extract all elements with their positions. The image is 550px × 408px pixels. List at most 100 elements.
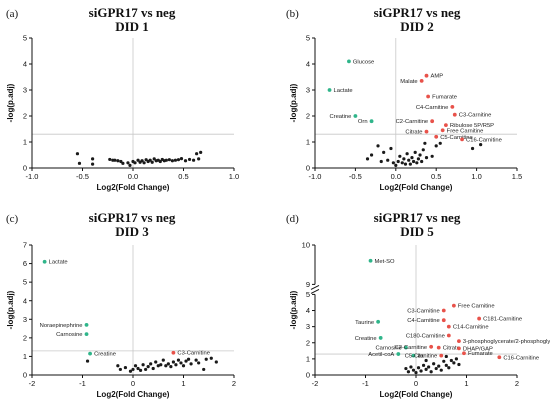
y-tick-label: 1	[23, 138, 27, 147]
y-tick-label: 2	[23, 333, 27, 342]
data-point	[195, 152, 199, 156]
significant-point	[396, 352, 401, 356]
data-point	[411, 368, 416, 372]
point-label: Carnosine	[56, 332, 82, 338]
data-point	[192, 158, 196, 162]
axis-break-mark	[310, 288, 320, 294]
data-point	[173, 158, 178, 162]
data-point	[432, 362, 436, 366]
point-label: C5-Carnitine	[405, 354, 438, 360]
significant-point	[378, 336, 383, 340]
x-tick-label: -1.0	[309, 172, 322, 181]
data-point	[454, 357, 458, 361]
data-point	[138, 368, 143, 372]
significant-point	[446, 324, 451, 329]
data-point	[414, 370, 418, 375]
significant-point	[426, 94, 431, 99]
point-label: Lactate	[334, 88, 353, 94]
y-tick-label: 3	[23, 315, 27, 324]
data-point	[402, 157, 406, 161]
data-point	[379, 159, 383, 164]
y-tick-label: 5	[306, 290, 310, 299]
data-point	[140, 159, 144, 163]
x-tick-label: 0	[414, 379, 418, 388]
x-tick-label: 0	[131, 379, 135, 388]
x-tick-label: 1	[181, 379, 185, 388]
significant-point	[368, 258, 373, 263]
data-point	[427, 365, 431, 369]
data-point	[197, 157, 201, 161]
significant-point	[446, 333, 451, 338]
y-tick-label: 4	[306, 60, 310, 69]
y-tick-label: 4	[23, 60, 27, 69]
data-point	[430, 154, 434, 158]
point-label: Fumarate	[432, 95, 457, 101]
data-point	[91, 157, 95, 161]
panel-label: (a)	[6, 8, 19, 20]
significant-point	[451, 303, 456, 308]
data-point	[406, 370, 411, 374]
data-point	[85, 359, 90, 363]
point-label: C3-Carnitine	[407, 309, 440, 315]
point-label: C3-Carnitine	[177, 351, 210, 357]
data-point	[148, 158, 152, 162]
significant-point	[443, 123, 448, 127]
data-point	[389, 146, 393, 151]
x-tick-label: -1	[362, 379, 369, 388]
point-label: Free Carnitine	[458, 304, 495, 310]
y-tick-label: 2	[306, 338, 310, 347]
x-tick-label: 1.0	[229, 172, 239, 181]
data-point	[91, 162, 95, 166]
data-point	[126, 161, 130, 165]
data-point	[214, 360, 218, 364]
data-point	[176, 358, 181, 362]
data-point	[424, 358, 428, 363]
data-point	[166, 362, 170, 366]
y-tick-label: 5	[306, 34, 310, 43]
point-label: C2-Carnitine	[395, 345, 428, 351]
significant-point	[440, 128, 445, 133]
data-point	[410, 156, 414, 160]
chart-subtitle: DID 5	[400, 224, 434, 239]
data-point	[394, 163, 398, 167]
data-point	[142, 161, 146, 165]
significant-point	[424, 73, 429, 78]
point-label: Carnosine	[375, 346, 401, 352]
x-tick-label: 0.0	[128, 172, 138, 181]
data-point	[365, 157, 370, 161]
data-point	[176, 158, 181, 162]
x-tick-label: -2	[312, 379, 319, 388]
point-label: C3-Carnitine	[459, 113, 492, 119]
y-tick-label: 4	[23, 296, 27, 305]
data-point	[128, 369, 133, 373]
data-point	[167, 158, 171, 162]
x-tick-label: 0.5	[431, 172, 441, 181]
point-label: Citrate	[405, 130, 422, 136]
data-point	[420, 159, 424, 164]
point-label: C4-Carnitine	[407, 318, 440, 324]
x-axis-label: Log2(Fold Change)	[380, 183, 453, 192]
data-point	[429, 370, 433, 374]
data-point	[391, 161, 395, 165]
x-tick-label: 2	[515, 379, 519, 388]
y-tick-label: 6	[23, 259, 27, 268]
y-axis-label: -log(p.adj)	[289, 290, 298, 329]
data-point	[154, 360, 158, 364]
significant-point	[42, 259, 47, 264]
data-point	[194, 358, 198, 362]
point-label: C2-Carnitine	[396, 119, 429, 125]
y-tick-label: 5	[23, 34, 27, 43]
point-label: Creatine	[355, 336, 377, 342]
significant-point	[88, 351, 92, 356]
data-point	[164, 158, 168, 162]
y-tick-label: 0	[23, 164, 27, 173]
data-point	[136, 366, 140, 371]
x-tick-label: -1.0	[26, 172, 39, 181]
x-tick-label: -1	[79, 379, 86, 388]
chart-subtitle: DID 2	[400, 19, 434, 34]
data-point	[421, 148, 425, 152]
y-tick-label: 2	[23, 112, 27, 121]
point-label: C4-Carnitine	[416, 105, 449, 111]
